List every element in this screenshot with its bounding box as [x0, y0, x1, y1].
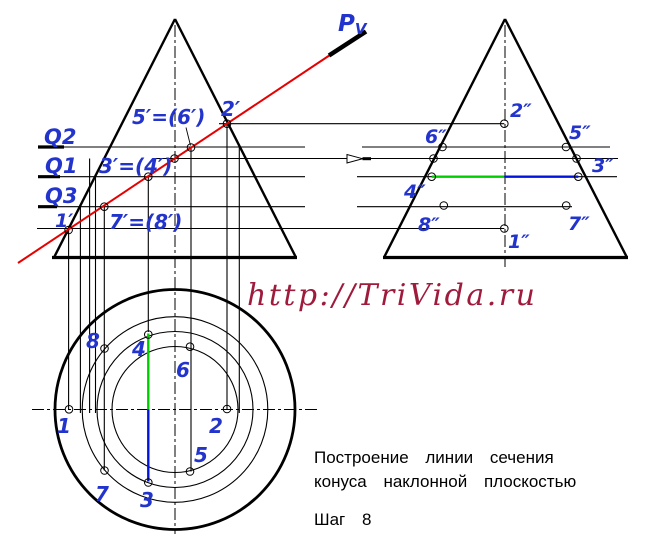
top-point-label-7: 7 — [95, 482, 109, 506]
cutting-plane-trace-thick-end — [327, 29, 368, 58]
profile-point-label-4: 4″ — [403, 181, 426, 203]
front-view-cone: Q2 Q1 Q3 5′=(6′) 2′ 3′=(4′) 7′=(8′) 1′ P… — [17, 11, 368, 264]
profile-cone-right-slant-edge — [503, 18, 629, 259]
plane-trace-label-sub: V — [355, 20, 368, 38]
profile-point-label-5: 5″ — [569, 122, 591, 144]
point-marker-2-top — [222, 404, 232, 414]
aux-plane-label-q3: Q3 — [45, 184, 77, 208]
point-marker-4-profile — [427, 172, 437, 181]
point-marker-3-top — [144, 478, 153, 487]
point-marker-axis-crossing-front — [170, 154, 179, 163]
point-marker-34-front — [144, 172, 153, 181]
front-point-label-1: 1′ — [55, 210, 73, 232]
profile-point-label-3: 3″ — [592, 155, 614, 177]
top-point-label-2: 2 — [209, 414, 223, 438]
point-marker-7-top — [100, 466, 109, 475]
point-marker-5-profile — [561, 142, 571, 152]
cutting-plane-trace-pv — [17, 54, 331, 264]
point-marker-5-top — [185, 467, 195, 476]
profile-point-label-6: 6″ — [425, 126, 447, 148]
plane-trace-label-pv: PV — [338, 11, 368, 38]
top-point-label-3: 3 — [140, 488, 154, 512]
point-marker-1-top — [64, 405, 74, 414]
point-marker-8-profile — [439, 201, 449, 210]
caption-block: Построение линии сечения конуса наклонно… — [314, 448, 576, 529]
top-view-parallel-circle-q1 — [96, 330, 254, 489]
point-marker-1-front — [64, 225, 73, 235]
point-marker-3-profile — [574, 172, 583, 181]
point-marker-2-front — [222, 119, 232, 128]
point-marker-6-top — [185, 342, 195, 352]
caption-step: Шаг 8 — [314, 510, 371, 529]
point-marker-2-profile — [500, 119, 509, 128]
profile-cone-left-slant-edge — [382, 18, 507, 259]
aux-plane-label-q1: Q1 — [45, 154, 77, 178]
aux-plane-label-q2: Q2 — [44, 125, 76, 149]
point-marker-78-front — [100, 202, 109, 211]
top-point-label-6: 6 — [176, 358, 190, 382]
front-point-label-56: 5′=(6′) — [132, 105, 205, 129]
plane-trace-label-main: P — [338, 11, 355, 37]
front-cone-left-slant-edge — [52, 18, 177, 259]
top-point-label-8: 8 — [86, 329, 100, 353]
top-point-label-1: 1 — [57, 414, 71, 438]
watermark-url: http://TriVida.ru — [247, 278, 537, 313]
caption-line2: конуса наклонной плоскостью — [314, 472, 576, 491]
point-marker-1-profile — [500, 224, 509, 233]
front-point-label-78: 7′=(8′) — [109, 210, 182, 234]
point-marker-7-profile — [561, 201, 571, 210]
profile-point-label-2: 2″ — [510, 100, 532, 122]
top-point-label-5: 5 — [194, 443, 208, 467]
label-leader-line-56 — [185, 127, 191, 146]
top-view-base-circle — [53, 288, 297, 531]
caption-line1: Построение линии сечения — [314, 448, 554, 467]
profile-view-cone: 2″ 6″ 5″ 3″ 4″ 8″ 7″ 1″ — [382, 18, 629, 260]
point-marker-right-slant-crossing — [572, 154, 581, 163]
profile-point-label-8: 8″ — [418, 214, 440, 236]
front-cone-right-slant-edge — [173, 18, 298, 259]
point-marker-8-top — [100, 344, 109, 353]
point-marker-6-profile — [438, 142, 447, 152]
point-marker-56-front — [186, 143, 196, 152]
top-view: 1 8 4 6 2 5 7 3 — [53, 288, 297, 531]
top-point-label-4: 4 — [131, 337, 146, 361]
profile-point-label-7: 7″ — [568, 213, 590, 235]
top-view-parallel-circle-q3 — [81, 316, 269, 503]
transfer-direction-arrow-icon — [346, 153, 365, 164]
front-point-label-34: 3′=(4′) — [99, 154, 172, 178]
front-point-label-2: 2′ — [221, 97, 241, 121]
profile-point-label-1: 1″ — [508, 231, 530, 253]
top-view-parallel-circle-q2 — [111, 345, 239, 474]
point-marker-left-slant-crossing — [429, 154, 438, 163]
point-marker-4-top — [144, 330, 153, 339]
